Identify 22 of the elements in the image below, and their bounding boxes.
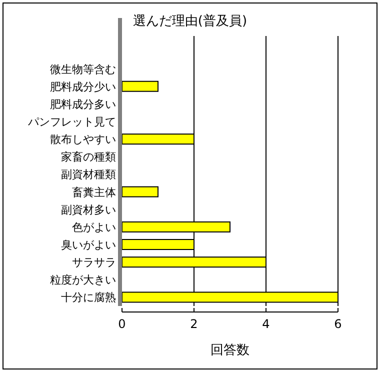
- y-tick-label: 畜糞主体: [72, 186, 116, 199]
- y-tick-label: 粒度が大きい: [50, 274, 116, 287]
- y-tick-label: 副資材多い: [61, 203, 116, 216]
- y-tick-label: 肥料成分少い: [50, 80, 116, 94]
- y-tick-label: 散布しやすい: [50, 133, 116, 146]
- y-tick-label: 十分に腐熟: [61, 291, 116, 304]
- bar: [122, 80, 158, 92]
- y-tick-label: 色がよい: [72, 220, 116, 234]
- x-tick-label: 0: [118, 317, 126, 331]
- y-tick-label: 臭いがよい: [61, 238, 116, 252]
- y-tick-label: 肥料成分多い: [50, 98, 116, 111]
- chart-title: 選んだ理由(普及員): [132, 13, 248, 29]
- y-tick-label: サラサラ: [72, 256, 116, 270]
- x-axis-title: 回答数: [210, 343, 250, 358]
- y-tick-label: 家畜の種類: [61, 150, 116, 164]
- y-tick-label: パンフレット見て: [27, 116, 116, 128]
- y-tick-label: 副資材種類: [61, 168, 116, 182]
- bar: [122, 186, 158, 198]
- x-tick-label: 2: [190, 317, 198, 331]
- y-tick-label: 微生物等含む: [50, 62, 116, 76]
- x-tick-label: 6: [334, 317, 342, 331]
- x-tick-label: 4: [262, 317, 270, 331]
